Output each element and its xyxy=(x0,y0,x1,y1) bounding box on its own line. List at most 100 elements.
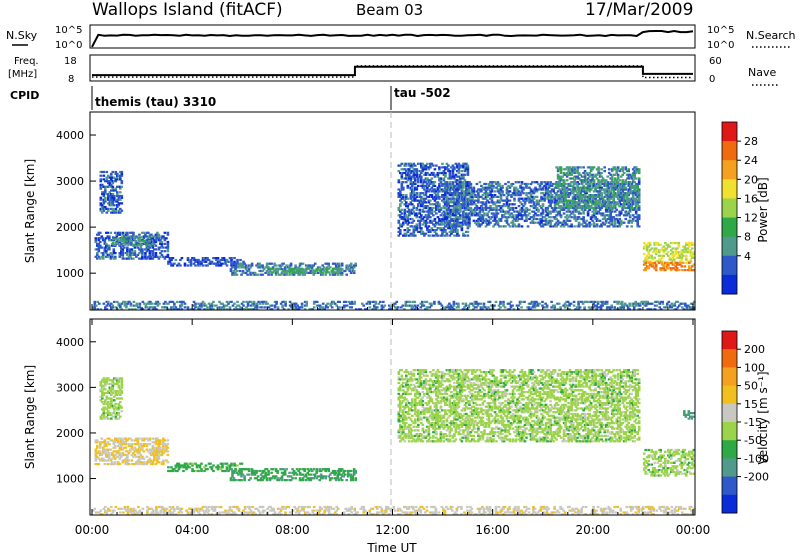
data-cell xyxy=(403,229,407,232)
data-cell xyxy=(159,242,162,245)
data-cell xyxy=(567,173,570,176)
data-cell xyxy=(415,186,419,189)
data-cell xyxy=(353,300,356,303)
data-cell xyxy=(120,182,124,185)
data-cell xyxy=(124,235,128,238)
data-cell xyxy=(662,254,665,257)
data-cell xyxy=(558,177,561,180)
data-cell xyxy=(285,271,288,274)
data-cell xyxy=(572,304,576,307)
data-cell xyxy=(559,206,563,210)
data-cell xyxy=(514,181,518,184)
data-cell xyxy=(176,308,179,311)
data-cell xyxy=(593,300,597,303)
data-cell xyxy=(411,225,414,228)
data-cell xyxy=(468,217,471,221)
data-cell xyxy=(300,304,304,307)
data-cell xyxy=(513,223,516,226)
data-cell xyxy=(490,190,494,193)
data-cell xyxy=(558,201,561,204)
data-cell xyxy=(283,269,287,273)
data-cell xyxy=(520,225,524,228)
data-cell xyxy=(454,205,458,208)
data-cell xyxy=(507,216,510,219)
data-cell xyxy=(160,240,164,244)
data-cell xyxy=(255,308,259,311)
data-cell xyxy=(622,195,626,198)
data-cell xyxy=(619,306,622,309)
data-cell xyxy=(583,205,587,208)
data-cell xyxy=(418,230,422,233)
data-cell xyxy=(621,168,624,171)
data-cell xyxy=(689,267,693,270)
data-cell xyxy=(109,255,113,258)
data-cell xyxy=(307,264,311,267)
data-cell xyxy=(689,241,693,245)
data-cell xyxy=(133,238,136,241)
data-cell xyxy=(513,190,516,193)
data-cell xyxy=(183,264,187,267)
data-cell xyxy=(516,190,519,193)
data-cell xyxy=(94,237,98,240)
data-cell xyxy=(469,302,472,305)
data-cell xyxy=(331,269,335,273)
data-cell xyxy=(433,190,437,193)
data-cell xyxy=(627,203,630,206)
data-cell xyxy=(249,264,252,267)
data-cell xyxy=(425,308,429,311)
data-cell xyxy=(191,257,194,260)
data-cell xyxy=(558,168,561,171)
data-cell xyxy=(420,177,423,180)
data-cell xyxy=(493,181,497,184)
data-cell xyxy=(570,223,573,226)
data-cell xyxy=(442,195,446,198)
data-cell xyxy=(306,271,309,274)
data-cell xyxy=(549,197,552,200)
data-cell xyxy=(496,182,500,186)
data-cell xyxy=(436,205,440,208)
data-cell xyxy=(637,171,641,175)
data-cell xyxy=(293,302,296,305)
data-cell xyxy=(166,240,170,244)
data-cell xyxy=(478,225,482,228)
data-cell xyxy=(444,186,447,189)
data-cell xyxy=(442,214,446,217)
data-cell xyxy=(399,223,402,226)
data-cell xyxy=(395,306,399,309)
data-cell xyxy=(150,302,154,305)
data-cell xyxy=(483,212,486,215)
data-cell xyxy=(484,208,488,211)
data-cell xyxy=(429,234,432,237)
data-cell xyxy=(570,170,573,173)
data-cell xyxy=(601,304,604,307)
data-cell xyxy=(414,199,417,202)
data-cell xyxy=(438,190,441,193)
data-cell xyxy=(251,308,254,311)
data-cell xyxy=(424,201,428,204)
data-cell xyxy=(139,250,143,253)
data-cell xyxy=(532,192,536,195)
data-cell xyxy=(550,201,554,204)
data-cell xyxy=(415,195,419,198)
data-cell xyxy=(492,225,495,228)
data-cell xyxy=(453,234,456,237)
data-cell xyxy=(336,269,339,273)
data-cell xyxy=(665,267,669,270)
data-cell xyxy=(626,308,630,311)
data-cell xyxy=(438,197,441,200)
data-cell xyxy=(421,166,425,169)
data-cell xyxy=(106,248,110,251)
data-cell xyxy=(397,227,401,230)
data-cell xyxy=(218,306,221,309)
data-cell xyxy=(409,203,413,206)
data-cell xyxy=(553,201,557,204)
data-cell xyxy=(130,250,134,253)
data-cell xyxy=(114,172,118,175)
data-cell xyxy=(466,219,470,222)
data-cell xyxy=(564,221,567,224)
data-cell xyxy=(423,216,426,219)
data-cell xyxy=(590,306,594,309)
data-cell xyxy=(421,192,425,195)
data-cell xyxy=(532,206,536,210)
data-cell xyxy=(570,212,573,215)
